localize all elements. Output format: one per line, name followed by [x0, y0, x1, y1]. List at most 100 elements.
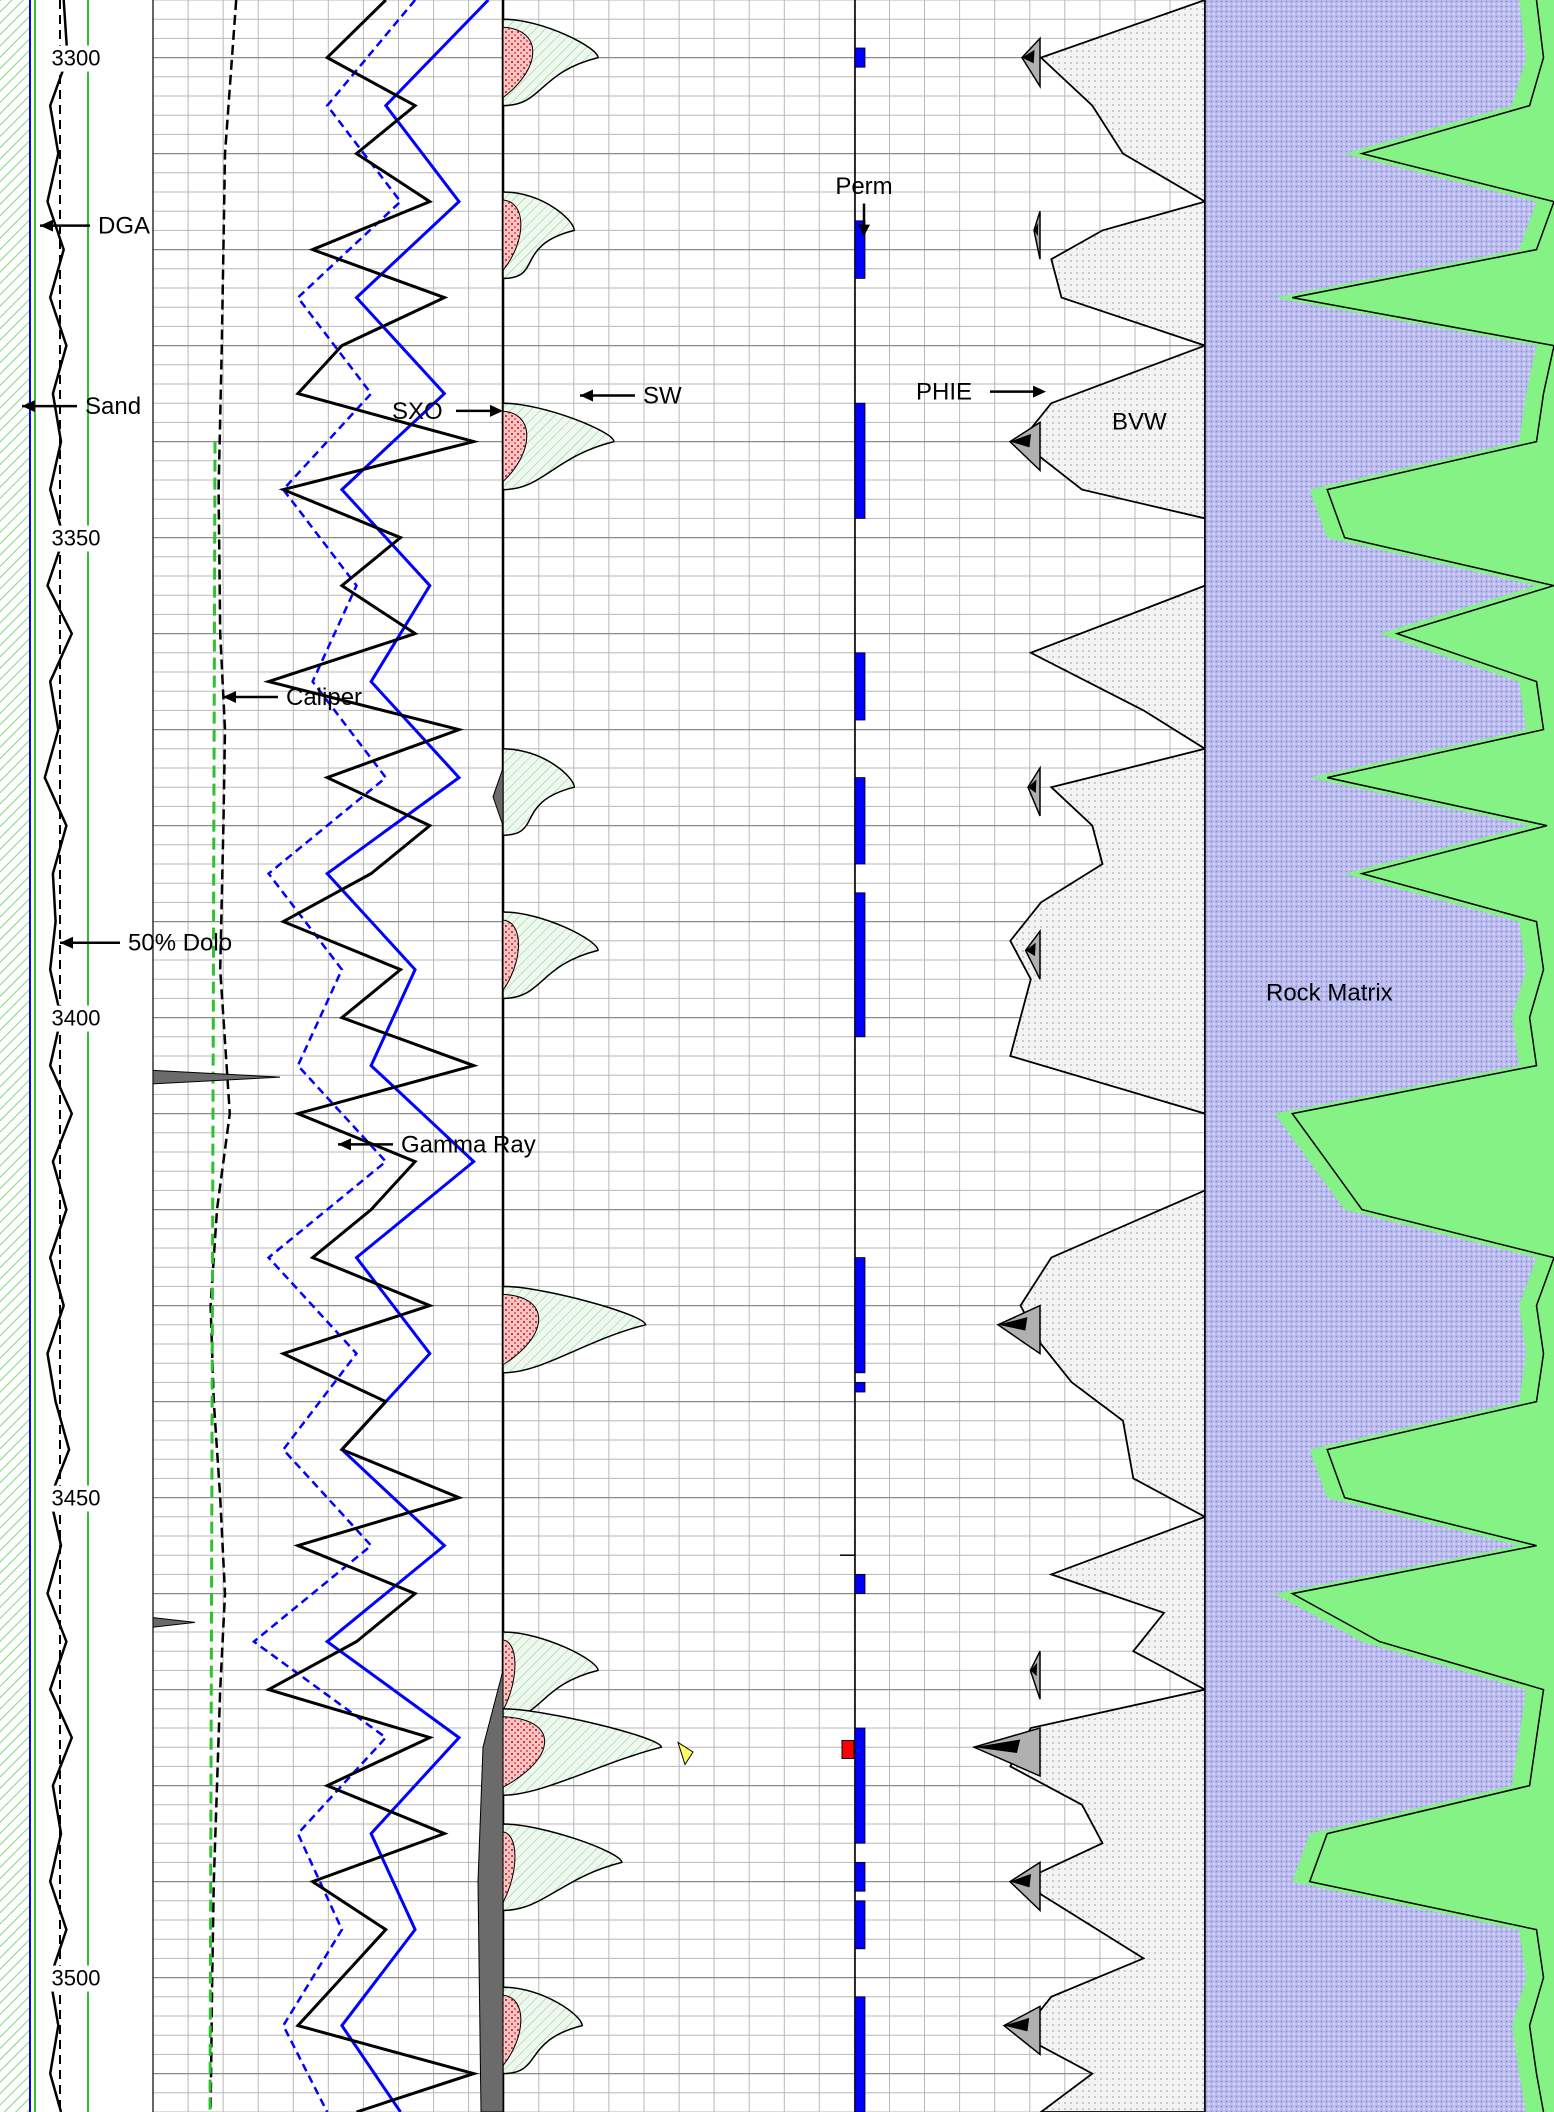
sw-fill: [502, 1823, 623, 1912]
perm-label: Perm: [835, 173, 892, 200]
depth-label-bg: [38, 1005, 114, 1032]
phie-edge: [1030, 1662, 1038, 1677]
perm-bar: [854, 220, 866, 279]
rock-matrix-fill: [1205, 0, 1537, 2112]
phie-edge: [1004, 2017, 1030, 2032]
perm-bar: [854, 1900, 866, 1950]
phie-edge: [1028, 779, 1037, 793]
dga-background: [34, 0, 90, 2112]
sxo-label: SXO: [392, 398, 443, 425]
depth-label-bg: [38, 1965, 114, 1992]
sw-fill: [502, 191, 576, 280]
perm-arrowhead: [858, 224, 870, 237]
dolo-arrowhead: [60, 936, 73, 949]
perm-bar: [854, 47, 866, 68]
resistivity-shallow-curve: [251, 0, 417, 2112]
sw-highlight: [677, 1741, 694, 1766]
caliper-bit-size: [208, 441, 217, 2112]
clay-volume-fill: [477, 1670, 504, 2112]
dga-label: DGA: [98, 213, 150, 240]
phie-edge: [1010, 433, 1031, 448]
phie-label: PHIE: [916, 379, 972, 406]
sxo-fill: [502, 199, 522, 272]
sxo-fill: [502, 410, 528, 483]
annotations: DGA Sand 50% Dolo Caliper Gamma Ray SW SXO Perm…: [22, 173, 1393, 1158]
sw-fill: [502, 1986, 583, 2075]
perm-bar: [854, 777, 866, 865]
perm-bar: [854, 1382, 866, 1393]
sxo-arrowhead: [490, 404, 503, 417]
perm-bar: [854, 1727, 866, 1844]
saturation-track: [477, 0, 694, 2112]
phie-edge: [974, 1739, 1021, 1753]
perm-bar: [854, 892, 866, 1038]
depth-label-bg: [38, 1485, 114, 1512]
phie-fill: [1008, 1861, 1041, 1913]
perm-bar: [854, 652, 866, 721]
anomaly-spike: [152, 1069, 281, 1085]
depth-label: 3500: [52, 1966, 101, 1991]
phie-fill: [1002, 2005, 1041, 2056]
clay-volume-fill: [492, 767, 504, 826]
sw-fill: [502, 402, 615, 491]
sand-label: Sand: [85, 393, 141, 420]
gamma-ray-label: Gamma Ray: [401, 1131, 536, 1158]
lithology-track: [0, 0, 90, 2112]
perm-alert-marker: [841, 1739, 855, 1759]
sw-fill: [502, 1708, 663, 1796]
sxo-fill: [502, 1831, 516, 1903]
phie-fill: [1021, 36, 1041, 90]
gamma-resistivity-track: [152, 0, 490, 2112]
perm-track: [840, 47, 866, 2112]
sxo-fill: [502, 1994, 522, 2068]
sw-fill: [502, 748, 576, 836]
sxo-fill: [502, 1293, 540, 1366]
sand-fill: [0, 0, 30, 2112]
depth-label: 3450: [52, 1486, 101, 1511]
phie-edge: [1034, 222, 1039, 237]
sw-fill: [502, 911, 599, 1000]
depth-label-bg: [38, 45, 114, 72]
sw-arrowhead: [580, 389, 593, 402]
sxo-fill: [502, 1716, 545, 1789]
sw-fill: [502, 1631, 599, 1720]
depth-label: 3350: [52, 526, 101, 551]
caliper-arrowhead: [223, 690, 236, 703]
bvw-label: BVW: [1112, 408, 1167, 435]
phie-fill: [996, 1304, 1041, 1356]
depth-label-bg: [38, 525, 114, 552]
rock-matrix-label: Rock Matrix: [1266, 980, 1393, 1007]
porosity-track: [971, 0, 1208, 2112]
phie-arrowhead: [1033, 385, 1046, 398]
phie-fill: [1027, 765, 1041, 817]
phie-fill: [1024, 928, 1041, 980]
perm-bar: [854, 402, 866, 519]
phie-edge: [1022, 49, 1035, 64]
dga-curve: [43, 0, 74, 2112]
depth-label: 3400: [52, 1006, 101, 1031]
gamma-ray-arrowhead: [338, 1138, 351, 1151]
sw-fill: [502, 1285, 647, 1374]
perm-bar: [854, 1574, 866, 1595]
depth-labels: 3300 3350 3400 3450 3500: [38, 45, 114, 1992]
phie-edge: [998, 1317, 1028, 1331]
dga-arrowhead: [40, 219, 53, 232]
gamma-ray-curve: [263, 0, 480, 2112]
sw-label: SW: [643, 383, 682, 410]
caliper-label: Caliper: [286, 684, 362, 711]
sxo-fill: [502, 26, 534, 99]
anomaly-spike: [152, 1617, 196, 1628]
bvw-fill: [1009, 0, 1208, 2112]
resistivity-deep-curve: [324, 0, 490, 2112]
sxo-fill: [502, 919, 520, 993]
rock-matrix-boundary: [1290, 0, 1554, 2112]
phie-edge: [1025, 942, 1036, 957]
dolo-label: 50% Dolo: [128, 930, 232, 957]
phie-fill: [1033, 210, 1041, 260]
sand-arrowhead: [22, 400, 35, 413]
phie-fill: [971, 1727, 1041, 1778]
phie-edge: [1010, 1873, 1031, 1888]
phie-fill: [1029, 1650, 1041, 1700]
perm-bar: [854, 1996, 866, 2112]
